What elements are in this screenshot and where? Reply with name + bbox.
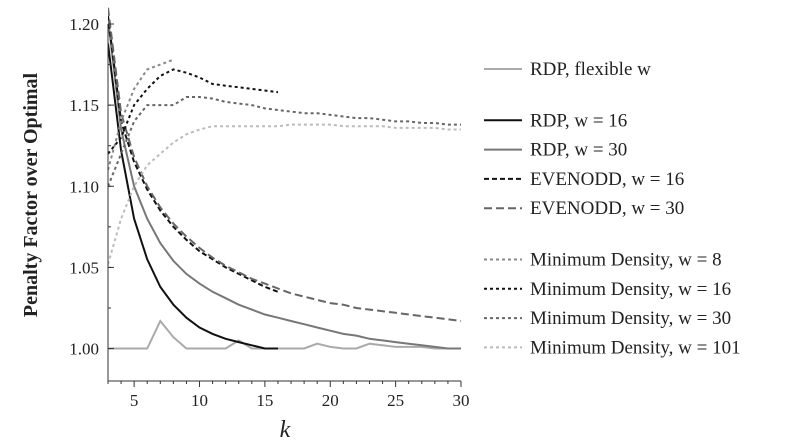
legend-label: Minimum Density, w = 101 (530, 337, 741, 358)
series-line-1 (108, 43, 278, 350)
y-tick-label: 1.05 (69, 258, 99, 277)
y-tick-label: 1.20 (69, 15, 99, 34)
y-tick-label: 1.15 (69, 96, 99, 115)
x-tick-label: 15 (256, 391, 273, 410)
x-tick-label: 10 (191, 391, 208, 410)
legend-label: Minimum Density, w = 16 (530, 279, 731, 300)
y-axis-title: Penalty Factor over Optimal (20, 72, 42, 317)
legend-label: Minimum Density, w = 8 (530, 250, 722, 271)
series-line-0 (108, 319, 461, 350)
series-line-8 (108, 123, 461, 265)
legend-label: EVENODD, w = 16 (530, 169, 684, 190)
axes: 1.00 1.05 1.10 1.15 1.20 5 10 15 20 25 30 (69, 15, 469, 410)
legend: RDP, flexible w RDP, w = 16 RDP, w = 30 EVE… (484, 59, 741, 358)
series-line-4 (108, 7, 462, 322)
legend-label: RDP, w = 30 (530, 140, 627, 161)
legend-label: RDP, flexible w (530, 59, 651, 80)
x-tick-label: 5 (130, 391, 139, 410)
legend-label: EVENODD, w = 30 (530, 198, 684, 219)
series-line-7 (108, 96, 461, 187)
legend-label: RDP, w = 16 (530, 110, 627, 131)
y-tick-label: 1.00 (69, 340, 99, 359)
x-axis-title: k (280, 417, 291, 443)
x-tick-label: 20 (322, 391, 339, 410)
x-tick-label: 25 (387, 391, 404, 410)
y-tick-label: 1.10 (69, 177, 99, 196)
series-line-5 (108, 58, 174, 171)
legend-label: Minimum Density, w = 30 (530, 308, 731, 329)
series-line-3 (108, 15, 279, 293)
x-tick-label: 30 (453, 391, 470, 410)
series-line-6 (108, 68, 279, 155)
plot-area (108, 7, 462, 350)
series-line-2 (108, 18, 461, 350)
